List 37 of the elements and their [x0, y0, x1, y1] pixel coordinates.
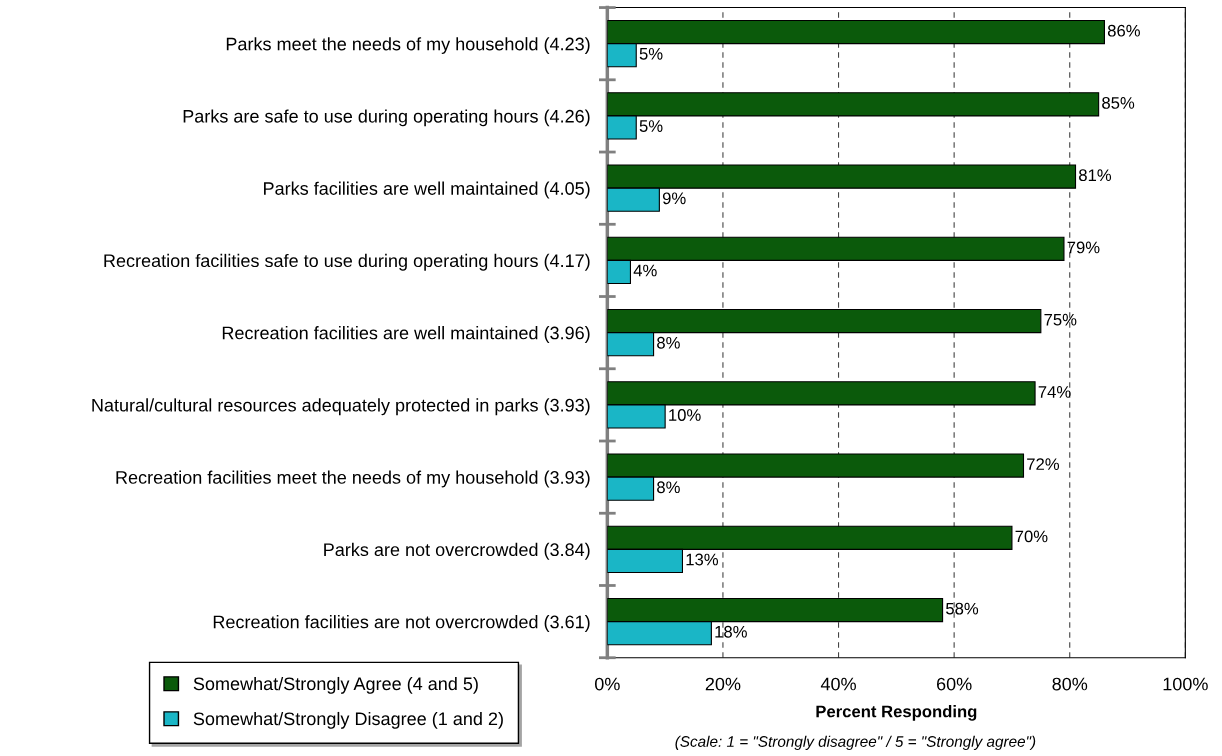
legend-label: Somewhat/Strongly Disagree (1 and 2): [193, 711, 503, 729]
y-tick-label: Recreation facilities safe to use during operating hours (4.17): [104, 253, 590, 271]
y-tick-label: Natural/cultural resources adequately protected in parks (3.93): [92, 398, 590, 416]
data-label: 70%: [1015, 530, 1048, 543]
x-tick-label: 40%: [820, 677, 856, 691]
data-label: 86%: [1107, 24, 1140, 37]
data-label: 74%: [1038, 386, 1071, 398]
data-label: 85%: [1102, 97, 1135, 109]
data-label: 10%: [669, 409, 701, 421]
x-tick-label: 100%: [1163, 677, 1208, 691]
data-label: 4%: [633, 264, 657, 277]
data-label: 81%: [1079, 169, 1112, 182]
y-tick-label: Parks meet the needs of my household (4.23): [226, 37, 590, 54]
y-tick-label: Recreation facilities meet the needs of my household (3.93): [116, 470, 590, 488]
x-tick-label: 20%: [705, 677, 741, 691]
data-label: 79%: [1067, 241, 1100, 254]
text: (Scale: 1 = "Strongly disagree" / 5 = "Strongly agree"): [675, 735, 1036, 750]
y-tick-label: Parks facilities are well maintained (4.05): [264, 181, 590, 199]
y-tick-label: Parks are not overcrowded (3.84): [324, 542, 590, 560]
legend-label: Somewhat/Strongly Agree (4 and 5): [193, 676, 478, 694]
data-label: 5%: [639, 120, 663, 132]
x-tick-label: 80%: [1052, 677, 1088, 691]
data-label: 8%: [657, 481, 680, 494]
data-label: 72%: [1027, 458, 1060, 470]
data-label: 8%: [657, 336, 680, 349]
y-tick-label: Recreation facilities are not overcrowded (3.61): [213, 615, 590, 632]
data-label: 13%: [686, 553, 719, 566]
data-label: 58%: [946, 602, 979, 615]
data-label: 75%: [1044, 313, 1077, 326]
data-label: 18%: [715, 625, 747, 638]
x-tick-label: 60%: [936, 677, 972, 691]
y-tick-label: Parks are safe to use during operating hours (4.26): [183, 109, 590, 127]
x-axis-title: Percent Responding: [816, 705, 977, 721]
x-tick-label: 0%: [594, 677, 620, 691]
data-label: 9%: [662, 192, 686, 205]
data-label: 5%: [639, 47, 663, 60]
y-tick-label: Recreation facilities are well maintained (3.96): [222, 326, 590, 343]
